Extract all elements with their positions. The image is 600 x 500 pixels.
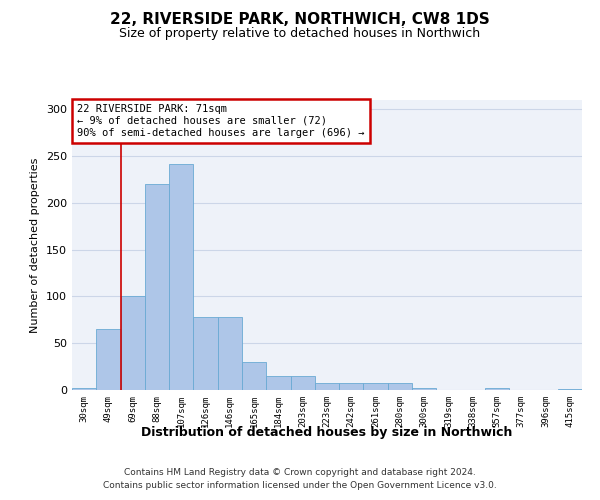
Bar — [485, 388, 509, 390]
Bar — [72, 388, 96, 390]
Bar — [169, 164, 193, 390]
Text: Distribution of detached houses by size in Northwich: Distribution of detached houses by size … — [142, 426, 512, 439]
Bar — [388, 384, 412, 390]
Bar — [193, 317, 218, 390]
Bar — [121, 296, 145, 390]
Text: 22, RIVERSIDE PARK, NORTHWICH, CW8 1DS: 22, RIVERSIDE PARK, NORTHWICH, CW8 1DS — [110, 12, 490, 28]
Bar — [290, 376, 315, 390]
Bar — [266, 376, 290, 390]
Text: Size of property relative to detached houses in Northwich: Size of property relative to detached ho… — [119, 28, 481, 40]
Bar — [242, 362, 266, 390]
Text: 22 RIVERSIDE PARK: 71sqm
← 9% of detached houses are smaller (72)
90% of semi-de: 22 RIVERSIDE PARK: 71sqm ← 9% of detache… — [77, 104, 365, 138]
Bar — [339, 382, 364, 390]
Bar — [96, 329, 121, 390]
Bar — [364, 384, 388, 390]
Bar — [218, 317, 242, 390]
Text: Contains public sector information licensed under the Open Government Licence v3: Contains public sector information licen… — [103, 482, 497, 490]
Text: Contains HM Land Registry data © Crown copyright and database right 2024.: Contains HM Land Registry data © Crown c… — [124, 468, 476, 477]
Bar — [558, 389, 582, 390]
Y-axis label: Number of detached properties: Number of detached properties — [31, 158, 40, 332]
Bar — [412, 388, 436, 390]
Bar — [145, 184, 169, 390]
Bar — [315, 382, 339, 390]
